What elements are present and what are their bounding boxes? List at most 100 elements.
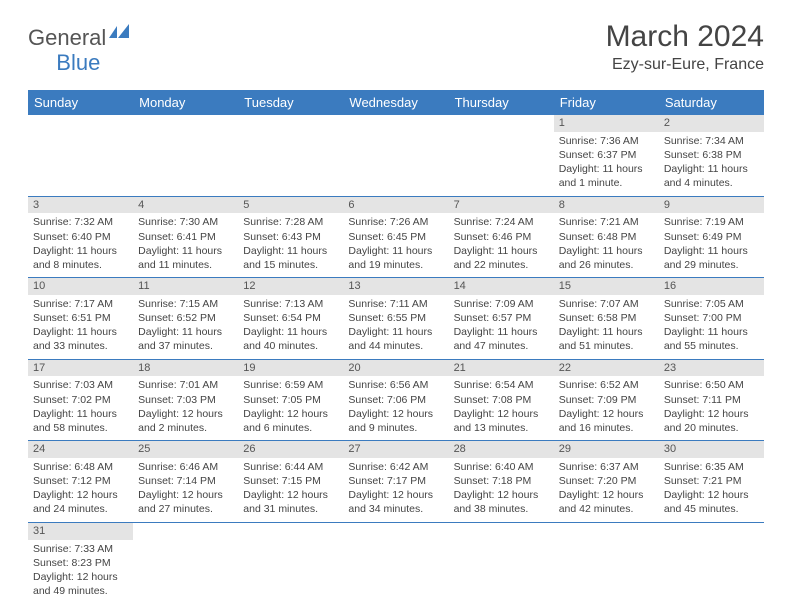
- calendar-cell: 9Sunrise: 7:19 AMSunset: 6:49 PMDaylight…: [659, 196, 764, 278]
- sunset-text: Sunset: 7:12 PM: [33, 474, 128, 488]
- calendar-cell: 16Sunrise: 7:05 AMSunset: 7:00 PMDayligh…: [659, 278, 764, 360]
- daylight-text: Daylight: 12 hours and 31 minutes.: [243, 488, 338, 516]
- sunset-text: Sunset: 6:57 PM: [454, 311, 549, 325]
- sunrise-text: Sunrise: 7:15 AM: [138, 297, 233, 311]
- calendar-cell: 8Sunrise: 7:21 AMSunset: 6:48 PMDaylight…: [554, 196, 659, 278]
- day-number: 9: [659, 197, 764, 214]
- daylight-text: Daylight: 12 hours and 16 minutes.: [559, 407, 654, 435]
- daylight-text: Daylight: 11 hours and 47 minutes.: [454, 325, 549, 353]
- calendar-cell: [343, 522, 448, 603]
- day-number: 3: [28, 197, 133, 214]
- sunrise-text: Sunrise: 6:56 AM: [348, 378, 443, 392]
- calendar-cell: 4Sunrise: 7:30 AMSunset: 6:41 PMDaylight…: [133, 196, 238, 278]
- weekday-header: Friday: [554, 90, 659, 115]
- daylight-text: Daylight: 11 hours and 1 minute.: [559, 162, 654, 190]
- daylight-text: Daylight: 12 hours and 9 minutes.: [348, 407, 443, 435]
- calendar-week-row: 10Sunrise: 7:17 AMSunset: 6:51 PMDayligh…: [28, 278, 764, 360]
- sunrise-text: Sunrise: 7:17 AM: [33, 297, 128, 311]
- sunrise-text: Sunrise: 6:40 AM: [454, 460, 549, 474]
- daylight-text: Daylight: 11 hours and 58 minutes.: [33, 407, 128, 435]
- sunset-text: Sunset: 7:08 PM: [454, 393, 549, 407]
- sunrise-text: Sunrise: 7:34 AM: [664, 134, 759, 148]
- day-number: 4: [133, 197, 238, 214]
- sunrise-text: Sunrise: 7:33 AM: [33, 542, 128, 556]
- sunset-text: Sunset: 7:05 PM: [243, 393, 338, 407]
- calendar-cell: [133, 115, 238, 196]
- daylight-text: Daylight: 11 hours and 37 minutes.: [138, 325, 233, 353]
- daylight-text: Daylight: 11 hours and 4 minutes.: [664, 162, 759, 190]
- weekday-header: Tuesday: [238, 90, 343, 115]
- calendar-cell: 10Sunrise: 7:17 AMSunset: 6:51 PMDayligh…: [28, 278, 133, 360]
- daylight-text: Daylight: 12 hours and 6 minutes.: [243, 407, 338, 435]
- sunset-text: Sunset: 6:54 PM: [243, 311, 338, 325]
- calendar-cell: 3Sunrise: 7:32 AMSunset: 6:40 PMDaylight…: [28, 196, 133, 278]
- day-number: 25: [133, 441, 238, 458]
- sunset-text: Sunset: 6:38 PM: [664, 148, 759, 162]
- daylight-text: Daylight: 11 hours and 8 minutes.: [33, 244, 128, 272]
- sunset-text: Sunset: 6:46 PM: [454, 230, 549, 244]
- logo: General: [28, 24, 133, 51]
- daylight-text: Daylight: 11 hours and 22 minutes.: [454, 244, 549, 272]
- calendar-week-row: 1Sunrise: 7:36 AMSunset: 6:37 PMDaylight…: [28, 115, 764, 196]
- sunset-text: Sunset: 7:21 PM: [664, 474, 759, 488]
- sunrise-text: Sunrise: 6:48 AM: [33, 460, 128, 474]
- calendar-cell: 19Sunrise: 6:59 AMSunset: 7:05 PMDayligh…: [238, 359, 343, 441]
- sunrise-text: Sunrise: 7:05 AM: [664, 297, 759, 311]
- sunrise-text: Sunrise: 7:07 AM: [559, 297, 654, 311]
- sunrise-text: Sunrise: 6:54 AM: [454, 378, 549, 392]
- daylight-text: Daylight: 12 hours and 24 minutes.: [33, 488, 128, 516]
- weekday-header: Saturday: [659, 90, 764, 115]
- weekday-header: Monday: [133, 90, 238, 115]
- day-number: 23: [659, 360, 764, 377]
- daylight-text: Daylight: 11 hours and 44 minutes.: [348, 325, 443, 353]
- daylight-text: Daylight: 12 hours and 2 minutes.: [138, 407, 233, 435]
- daylight-text: Daylight: 11 hours and 51 minutes.: [559, 325, 654, 353]
- sunset-text: Sunset: 7:03 PM: [138, 393, 233, 407]
- month-title: March 2024: [606, 20, 764, 54]
- sunrise-text: Sunrise: 7:13 AM: [243, 297, 338, 311]
- calendar-cell: 17Sunrise: 7:03 AMSunset: 7:02 PMDayligh…: [28, 359, 133, 441]
- calendar-cell: 18Sunrise: 7:01 AMSunset: 7:03 PMDayligh…: [133, 359, 238, 441]
- calendar-cell: 11Sunrise: 7:15 AMSunset: 6:52 PMDayligh…: [133, 278, 238, 360]
- sunrise-text: Sunrise: 7:21 AM: [559, 215, 654, 229]
- day-number: 7: [449, 197, 554, 214]
- calendar-cell: [343, 115, 448, 196]
- day-number: 28: [449, 441, 554, 458]
- sunrise-text: Sunrise: 6:59 AM: [243, 378, 338, 392]
- daylight-text: Daylight: 11 hours and 19 minutes.: [348, 244, 443, 272]
- calendar-week-row: 17Sunrise: 7:03 AMSunset: 7:02 PMDayligh…: [28, 359, 764, 441]
- sunset-text: Sunset: 6:58 PM: [559, 311, 654, 325]
- sunrise-text: Sunrise: 6:35 AM: [664, 460, 759, 474]
- day-number: 17: [28, 360, 133, 377]
- calendar-cell: 29Sunrise: 6:37 AMSunset: 7:20 PMDayligh…: [554, 441, 659, 523]
- sunrise-text: Sunrise: 7:30 AM: [138, 215, 233, 229]
- sunrise-text: Sunrise: 7:32 AM: [33, 215, 128, 229]
- location: Ezy-sur-Eure, France: [606, 56, 764, 74]
- calendar-cell: [238, 115, 343, 196]
- sunrise-text: Sunrise: 6:52 AM: [559, 378, 654, 392]
- sunrise-text: Sunrise: 7:19 AM: [664, 215, 759, 229]
- calendar-cell: [238, 522, 343, 603]
- daylight-text: Daylight: 11 hours and 11 minutes.: [138, 244, 233, 272]
- day-number: 19: [238, 360, 343, 377]
- calendar-cell: 7Sunrise: 7:24 AMSunset: 6:46 PMDaylight…: [449, 196, 554, 278]
- sunset-text: Sunset: 6:37 PM: [559, 148, 654, 162]
- daylight-text: Daylight: 12 hours and 27 minutes.: [138, 488, 233, 516]
- weekday-header: Sunday: [28, 90, 133, 115]
- sunset-text: Sunset: 7:00 PM: [664, 311, 759, 325]
- sunrise-text: Sunrise: 7:01 AM: [138, 378, 233, 392]
- sunset-text: Sunset: 6:40 PM: [33, 230, 128, 244]
- day-number: 13: [343, 278, 448, 295]
- day-number: 31: [28, 523, 133, 540]
- calendar-week-row: 31Sunrise: 7:33 AMSunset: 8:23 PMDayligh…: [28, 522, 764, 603]
- sunset-text: Sunset: 7:02 PM: [33, 393, 128, 407]
- calendar-cell: 20Sunrise: 6:56 AMSunset: 7:06 PMDayligh…: [343, 359, 448, 441]
- sunrise-text: Sunrise: 7:28 AM: [243, 215, 338, 229]
- day-number: 24: [28, 441, 133, 458]
- sunset-text: Sunset: 8:23 PM: [33, 556, 128, 570]
- sunset-text: Sunset: 7:09 PM: [559, 393, 654, 407]
- weekday-header: Thursday: [449, 90, 554, 115]
- calendar-cell: 25Sunrise: 6:46 AMSunset: 7:14 PMDayligh…: [133, 441, 238, 523]
- day-number: 12: [238, 278, 343, 295]
- logo-text-blue: Blue: [56, 50, 100, 76]
